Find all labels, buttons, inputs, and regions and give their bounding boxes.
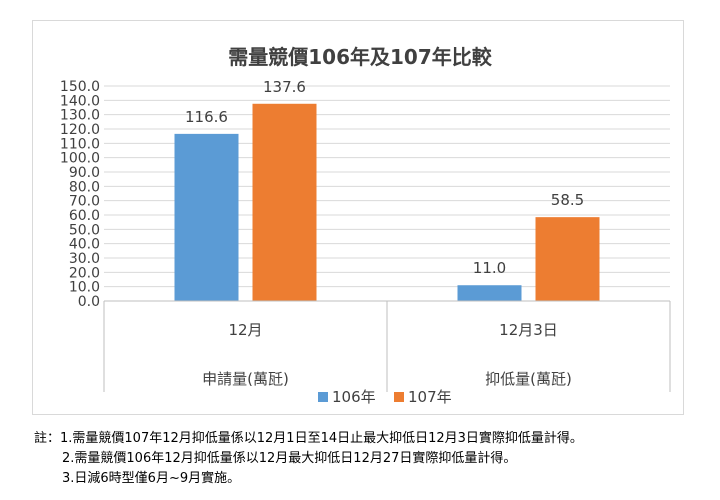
x-category-label: 12月 — [228, 321, 262, 339]
y-tick-label: 50.0 — [69, 222, 100, 238]
y-tick-label: 20.0 — [69, 265, 100, 281]
legend: 106年 107年 — [318, 388, 452, 406]
bar — [457, 285, 522, 301]
footnote-1: 註：1.需量競價107年12月抑低量係以12月1日至14日止最大抑低日12月3日… — [34, 431, 583, 446]
y-axis-tick-labels: 0.010.020.030.040.050.060.070.080.090.01… — [60, 79, 100, 310]
y-tick-label: 90.0 — [69, 165, 100, 181]
data-label: 11.0 — [473, 259, 506, 277]
y-tick-label: 40.0 — [69, 237, 100, 253]
legend-label: 106年 — [332, 388, 376, 406]
footnote-2: 2.需量競價106年12月抑低量係以12月最大抑低日12月27日實際抑低量計得。 — [62, 451, 517, 466]
bar — [535, 217, 600, 301]
footnotes: 註：1.需量競價107年12月抑低量係以12月1日至14日止最大抑低日12月3日… — [34, 429, 583, 489]
data-label: 58.5 — [551, 191, 584, 209]
y-tick-label: 10.0 — [69, 280, 100, 296]
data-label: 137.6 — [263, 78, 306, 96]
data-labels: 116.6 137.6 11.0 58.5 — [185, 78, 584, 277]
y-tick-label: 130.0 — [60, 108, 100, 124]
y-tick-label: 60.0 — [69, 208, 100, 224]
y-tick-label: 100.0 — [60, 151, 100, 167]
y-tick-label: 0.0 — [78, 294, 100, 310]
bar-chart: 需量競價106年及107年比較 0.010.020.030.040.050.06… — [60, 45, 671, 406]
x-group-label: 申請量(萬瓩) — [202, 370, 289, 388]
chart-title: 需量競價106年及107年比較 — [228, 45, 492, 69]
legend-swatch — [394, 392, 404, 402]
bar — [252, 103, 317, 301]
bars — [174, 103, 600, 301]
legend-swatch — [318, 392, 328, 402]
y-tick-label: 120.0 — [60, 122, 100, 138]
x-category-label: 12月3日 — [499, 321, 558, 339]
y-tick-label: 80.0 — [69, 179, 100, 195]
y-tick-label: 140.0 — [60, 93, 100, 109]
x-group-label: 抑低量(萬瓩) — [485, 370, 572, 388]
footnote-3: 3.日減6時型僅6月~9月實施。 — [62, 471, 241, 486]
bar — [174, 133, 239, 301]
data-label: 116.6 — [185, 108, 228, 126]
y-tick-label: 70.0 — [69, 194, 100, 210]
y-tick-label: 110.0 — [60, 136, 100, 152]
legend-label: 107年 — [408, 388, 452, 406]
y-tick-label: 150.0 — [60, 79, 100, 95]
y-tick-label: 30.0 — [69, 251, 100, 267]
